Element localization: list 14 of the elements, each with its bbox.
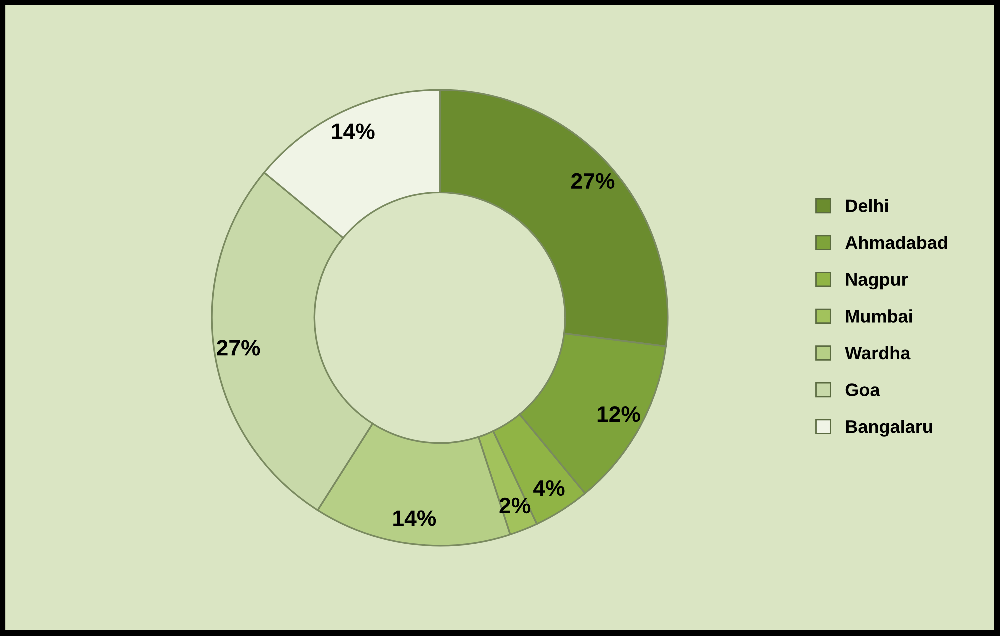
legend-label: Delhi [846,199,888,212]
legend-label: Ahmadabad [846,236,948,250]
legend-label: Wardha [845,346,911,360]
data-label: 27% [217,340,260,356]
legend-label: Mumbai [846,310,912,323]
data-label: 14% [332,124,375,140]
legend-label: Bangalaru [846,420,932,437]
legend-label: Nagpur [846,273,908,290]
data-label: 2% [500,498,531,514]
data-label: 27% [572,173,615,190]
data-label: 4% [534,480,565,496]
data-label: 14% [394,510,436,526]
data-label: 12% [598,406,640,422]
legend-label: Goa [846,384,880,396]
